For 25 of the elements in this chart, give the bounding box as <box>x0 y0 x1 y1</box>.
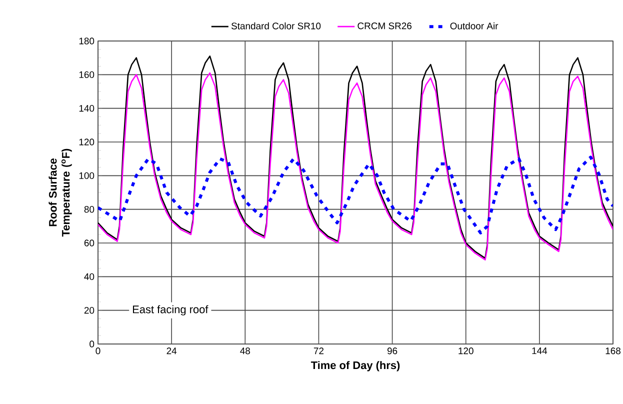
y-tick-label: 20 <box>84 306 94 314</box>
x-tick-label: 144 <box>532 348 548 354</box>
y-tick-label: 0 <box>90 340 94 348</box>
x-tick-label: 48 <box>240 348 250 354</box>
y-tick-label: 160 <box>79 71 94 78</box>
line-series <box>98 156 614 234</box>
y-tick-label: 60 <box>84 240 94 246</box>
y-tick-label: 100 <box>79 172 94 180</box>
y-tick-label: 180 <box>79 38 94 44</box>
legend-label: CRCM SR26 <box>358 22 412 30</box>
x-tick-label: 168 <box>606 348 620 354</box>
y-tick-label: 140 <box>79 104 94 112</box>
x-tick-label: 96 <box>387 348 398 354</box>
annotation: East facing roof <box>132 305 208 316</box>
legend-label: Standard Color SR10 <box>231 22 321 30</box>
y-tick-label: 120 <box>79 138 94 146</box>
x-tick-label: 120 <box>458 348 474 354</box>
x-tick-label: 0 <box>96 348 100 354</box>
x-tick-label: 24 <box>166 348 177 354</box>
x-tick-label: 72 <box>314 348 324 354</box>
y-tick-label: 80 <box>84 206 94 213</box>
y-axis-title: Roof Surface Temperature ($^{o}$F) <box>48 148 72 237</box>
y-tick-label: 40 <box>84 273 94 280</box>
legend-label: Outdoor Air <box>450 22 498 30</box>
x-axis-title: Time of Day (hrs) <box>310 361 400 372</box>
